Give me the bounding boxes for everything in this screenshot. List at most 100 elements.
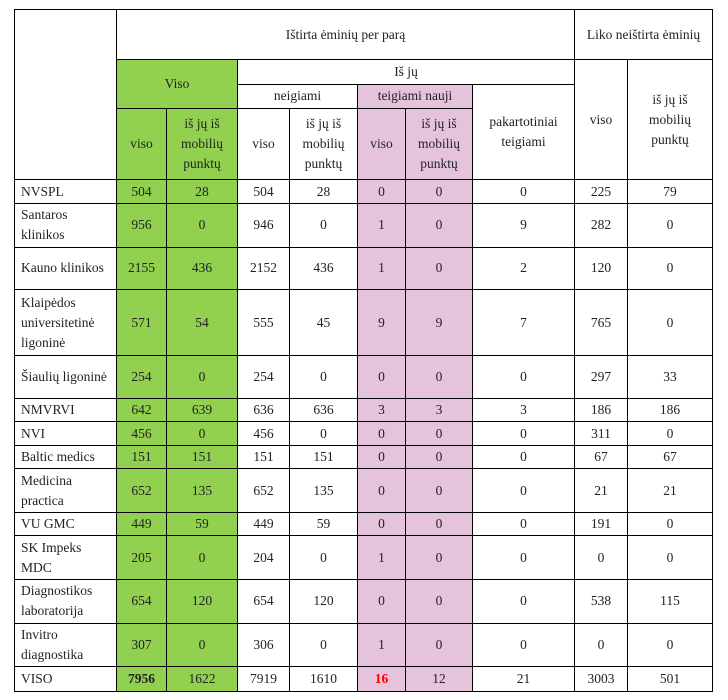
cell-positive-new-all: 9 [357,289,406,357]
cell-negative-all: 504 [237,179,290,204]
cell-remaining-all: 765 [574,289,628,357]
cell-positive-new-mobile: 0 [405,421,473,446]
cell-negative-mobile: 45 [289,289,358,357]
cell-repeat-positive: 0 [472,511,575,537]
cell-total-mobile: 436 [166,246,238,291]
cell-total-all: 205 [116,535,167,581]
cell-remaining-mobile: 0 [626,535,714,581]
cell-positive-new-all: 1 [357,246,406,291]
cell-repeat-positive: 0 [472,355,575,399]
cell-positive-new-mobile: 12 [405,666,473,692]
cell-remaining-mobile: 33 [626,355,714,399]
table-row: Diagnostikos laboratorija 654 120 654 120 0 0 0… [14,579,714,624]
cell-total-mobile: 0 [166,355,238,399]
cell-remaining-all: 538 [574,579,628,624]
row-name: NVI [14,421,117,446]
cell-total-all: 642 [116,397,167,423]
cell-remaining-mobile: 0 [626,289,714,357]
table-row: VU GMC 449 59 449 59 0 0 0 191 0 [14,511,714,537]
cell-remaining-mobile: 67 [626,444,714,470]
table-row: SK Impeks MDC 205 0 204 0 1 0 0 0 0 [14,535,714,581]
cell-remaining-all: 0 [574,535,628,581]
cell-remaining-all: 297 [574,355,628,399]
cell-positive-new-all: 1 [357,622,406,668]
row-name: VU GMC [14,511,117,537]
cell-repeat-positive: 0 [472,535,575,581]
table-row: Medicina practica 652 135 652 135 0 0 0 21 21 [14,468,714,513]
cell-repeat-positive: 0 [472,579,575,624]
cell-negative-all: 204 [237,535,290,581]
row-name: SK Impeks MDC [14,535,117,581]
table-row: Klaipėdos universitetinė ligoninė 571 54 55… [14,289,714,357]
cell-total-mobile: 28 [166,179,238,204]
row-name: Šiaulių ligoninė [14,355,117,399]
cell-repeat-positive: 0 [472,179,575,204]
row-name: Medicina practica [14,468,117,513]
cell-remaining-mobile: 115 [626,579,714,624]
cell-negative-all: 654 [237,579,290,624]
cell-total-all: 571 [116,289,167,357]
cell-total-mobile: 120 [166,579,238,624]
cell-remaining-mobile: 0 [626,421,714,446]
cell-remaining-mobile: 0 [626,246,714,291]
cell-negative-all: 254 [237,355,290,399]
table-row: Santaros klinikos 956 0 946 0 1 0 9 282 0 [14,202,714,248]
cell-remaining-mobile: 79 [626,179,714,204]
cell-positive-new-all: 0 [357,511,406,537]
cell-negative-mobile: 120 [289,579,358,624]
cell-positive-new-mobile: 0 [405,179,473,204]
cell-remaining-all: 67 [574,444,628,470]
row-name: Klaipėdos universitetinė ligoninė [14,289,117,357]
table-row: NVSPL 504 28 504 28 0 0 0 225 79 [14,179,714,204]
header-positive-new: teigiami nauji [357,83,473,110]
cell-remaining-all: 21 [574,468,628,513]
cell-total-mobile: 0 [166,202,238,248]
cell-remaining-all: 191 [574,511,628,537]
cell-repeat-positive: 7 [472,289,575,357]
cell-negative-all: 2152 [237,246,290,291]
cell-negative-all: 652 [237,468,290,513]
header-repeat-positive: pakartotiniai teigiami [472,83,575,181]
cell-remaining-mobile: 0 [626,511,714,537]
cell-positive-new-all: 0 [357,355,406,399]
cell-total-mobile: 59 [166,511,238,537]
row-name: Kauno klinikos [14,246,117,291]
cell-positive-new-all: 16 [357,666,406,692]
cell-positive-new-mobile: 0 [405,444,473,470]
cell-negative-mobile: 0 [289,535,358,581]
cell-total-all: 307 [116,622,167,668]
cell-total-mobile: 151 [166,444,238,470]
header-remaining-mobile: iš jų iš mobilių punktų [626,59,714,181]
header-positive-all: viso [357,108,406,181]
cell-total-mobile: 0 [166,535,238,581]
cell-total-all: 2155 [116,246,167,291]
cell-total-mobile: 0 [166,421,238,446]
cell-negative-all: 7919 [237,666,290,692]
corner-cell [14,8,117,181]
cell-remaining-all: 0 [574,622,628,668]
cell-repeat-positive: 0 [472,468,575,513]
cell-negative-mobile: 0 [289,622,358,668]
cell-negative-all: 555 [237,289,290,357]
cell-positive-new-mobile: 0 [405,579,473,624]
cell-total-all: 151 [116,444,167,470]
cell-negative-mobile: 151 [289,444,358,470]
header-total: Viso [116,59,238,110]
row-name: NMVRVI [14,397,117,423]
table-row: Kauno klinikos 2155 436 2152 436 1 0 2 120 0 [14,246,714,291]
header-positive-mobile: iš jų iš mobilių punktų [405,108,473,181]
cell-repeat-positive: 9 [472,202,575,248]
cell-negative-all: 456 [237,421,290,446]
header-negative: neigiami [237,83,358,110]
cell-positive-new-mobile: 0 [405,468,473,513]
cell-negative-mobile: 28 [289,179,358,204]
cell-total-mobile: 1622 [166,666,238,692]
cell-positive-new-mobile: 0 [405,622,473,668]
cell-repeat-positive: 0 [472,444,575,470]
cell-positive-new-mobile: 0 [405,202,473,248]
cell-remaining-all: 3003 [574,666,628,692]
cell-negative-mobile: 1610 [289,666,358,692]
cell-positive-new-all: 1 [357,202,406,248]
cell-repeat-positive: 3 [472,397,575,423]
cell-total-mobile: 0 [166,622,238,668]
